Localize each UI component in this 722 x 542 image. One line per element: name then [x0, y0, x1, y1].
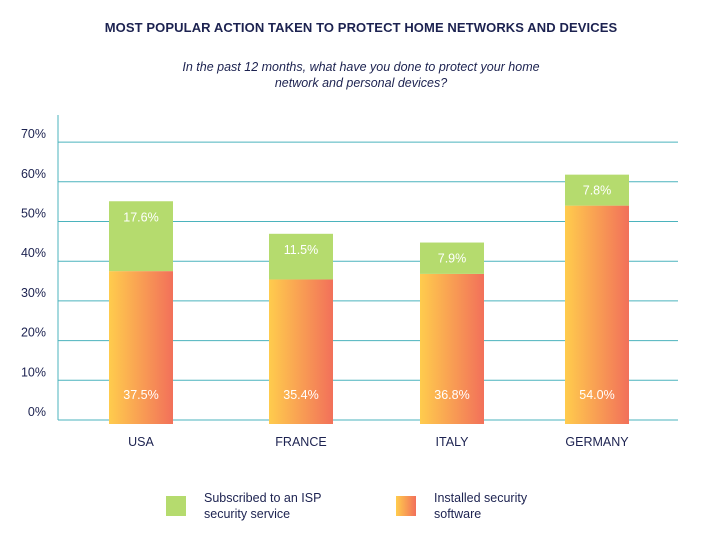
bars [109, 174, 629, 424]
legend-swatch-software [396, 496, 416, 516]
data-label-isp: 7.8% [583, 184, 612, 198]
y-tick-label: 40% [21, 246, 46, 260]
data-label-software: 36.8% [434, 388, 469, 402]
y-axis-ticks: 0% 10% 20% 30% 40% 50% 60% 70% [21, 127, 46, 419]
y-tick-label: 10% [21, 365, 46, 379]
x-axis-ticks: USA FRANCE ITALY GERMANY [128, 435, 629, 449]
x-tick-label: USA [128, 435, 154, 449]
chart-title: MOST POPULAR ACTION TAKEN TO PROTECT HOM… [104, 20, 618, 35]
data-label-isp: 17.6% [123, 210, 158, 224]
data-label-isp: 11.5% [284, 243, 319, 257]
y-tick-label: 0% [28, 405, 46, 419]
bar-software-germany [565, 205, 629, 424]
bar-isp-italy [420, 242, 484, 274]
bar-software-italy [420, 273, 484, 424]
y-tick-label: 30% [21, 286, 46, 300]
data-label-software: 35.4% [283, 388, 318, 402]
chart-subtitle: In the past 12 months, what have you don… [182, 60, 540, 90]
data-label-isp: 7.9% [438, 252, 467, 266]
data-label-software: 54.0% [579, 388, 614, 402]
bar-isp-france [269, 233, 333, 280]
data-label-software: 37.5% [123, 388, 158, 402]
x-tick-label: ITALY [436, 435, 470, 449]
x-tick-label: FRANCE [275, 435, 326, 449]
legend-item-software: Installed security software [396, 490, 544, 522]
legend-label-isp: Subscribed to an ISP security service [204, 491, 322, 521]
bar-software-usa [109, 271, 173, 424]
bar-labels: 37.5% 17.6% 35.4% 11.5% 36.8% 7.9% 54.0% 7.8% [123, 184, 614, 402]
legend-label-software: Installed security software [434, 491, 528, 521]
y-tick-label: 60% [21, 167, 46, 181]
legend-swatch-isp [166, 496, 186, 516]
x-tick-label: GERMANY [565, 435, 629, 449]
bar-isp-germany [565, 174, 629, 206]
y-tick-label: 20% [21, 326, 46, 340]
bar-software-france [269, 279, 333, 424]
bar-isp-usa [109, 201, 173, 272]
legend-item-isp: Subscribed to an ISP security service [166, 490, 334, 522]
y-tick-label: 70% [21, 127, 46, 141]
y-tick-label: 50% [21, 207, 46, 221]
